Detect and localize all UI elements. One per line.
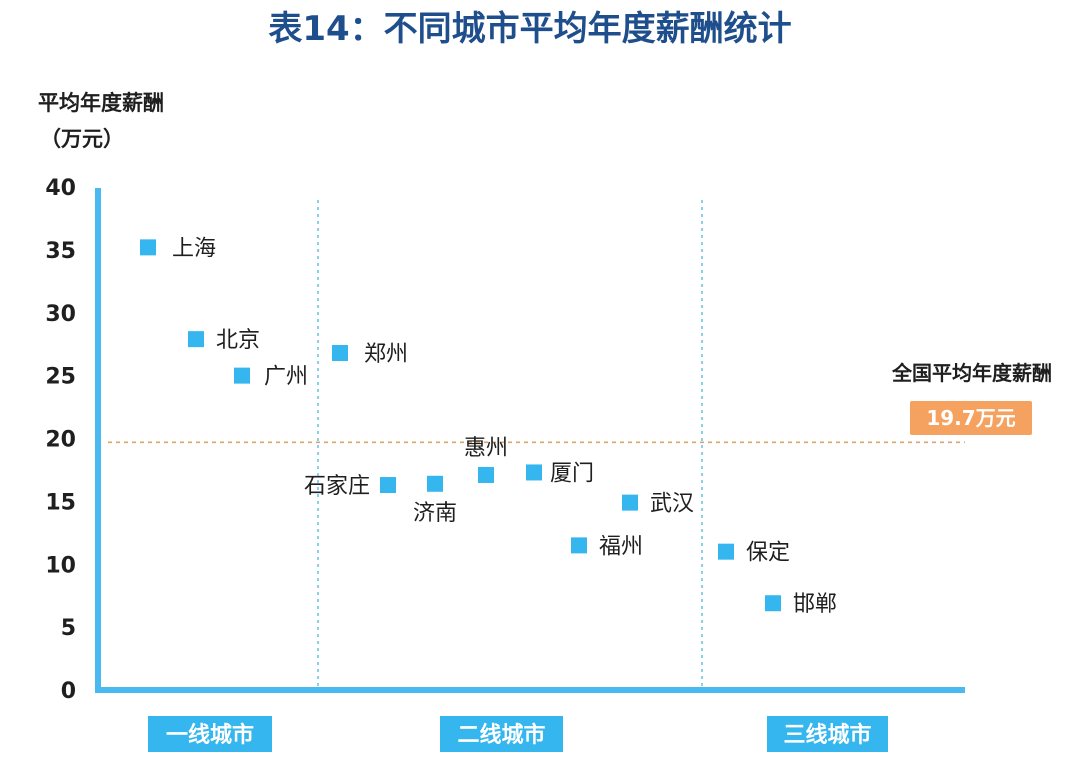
point-marker [234,367,250,384]
y-tick-label: 5 [61,616,76,641]
point-label: 济南 [413,501,457,526]
point-label: 石家庄 [304,474,370,499]
point-label: 厦门 [550,461,594,486]
tier-dividers [317,200,703,688]
point-label: 北京 [216,328,260,353]
y-tick-label: 0 [61,679,76,704]
y-tick-label: 10 [45,553,76,578]
point-marker [478,466,494,483]
point-marker [332,344,348,361]
point-label: 惠州 [464,436,508,461]
y-ticks: 0 5 10 15 20 25 30 35 40 [45,176,76,704]
point-label: 保定 [746,541,790,566]
y-axis-label: 平均年度薪酬 [38,91,164,115]
reference-label: 全国平均年度薪酬 [891,361,1052,385]
point-label: 邯郸 [793,592,837,617]
tier-box [148,716,272,752]
y-axis-unit: （万元） [40,127,124,151]
point-marker [622,494,638,511]
tier-label: 三线城市 [783,722,871,748]
y-tick-label: 15 [45,490,76,515]
y-tick-label: 40 [45,176,76,201]
point-marker [427,475,443,492]
tier-box [767,716,888,752]
y-tick-label: 20 [45,428,76,453]
point-label: 郑州 [364,342,408,367]
point-label: 福州 [599,534,643,559]
point-label: 武汉 [650,492,694,517]
point-marker [188,331,204,348]
point-label: 上海 [172,236,216,261]
point-marker [380,477,396,494]
axes [95,188,965,693]
point-marker [140,239,156,256]
chart-title: 表14：不同城市平均年度薪酬统计 [268,9,791,49]
y-tick-label: 30 [45,302,76,327]
tier-box [440,716,563,752]
tier-label: 二线城市 [457,722,545,748]
point-marker [765,595,781,612]
tier-label: 一线城市 [166,722,254,748]
reference-badge: 19.7万元 [910,401,1032,435]
badge-box [910,401,1032,435]
point-marker [571,537,587,554]
point-label: 广州 [264,365,308,390]
badge-text: 19.7万元 [926,406,1015,430]
y-tick-label: 35 [45,239,76,264]
point-marker [526,464,542,481]
point-marker [718,543,734,560]
tier-labels: 一线城市 二线城市 三线城市 [148,716,888,752]
y-tick-label: 25 [45,365,76,390]
